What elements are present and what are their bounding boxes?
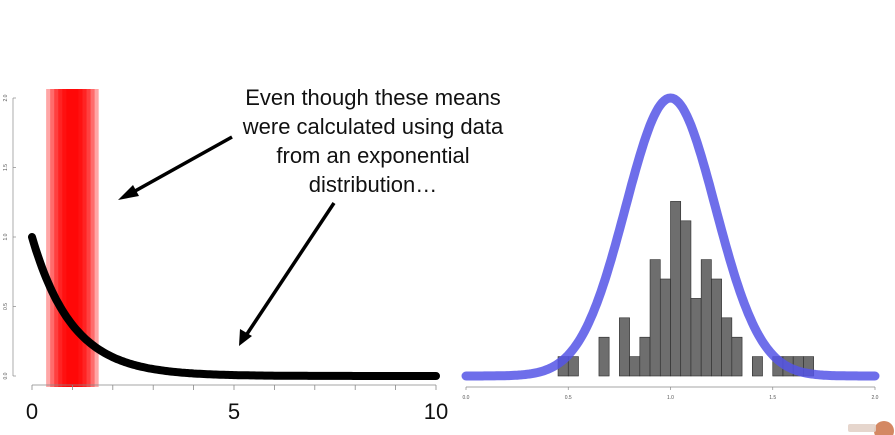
arrow-to-means (125, 135, 233, 198)
caption-line-4: distribution… (308, 172, 438, 197)
arrows (118, 135, 336, 346)
histogram-bar-19 (751, 356, 763, 377)
left-y-tick-label-4: 2.0 (3, 94, 9, 101)
normal-curve (461, 93, 880, 381)
histogram-bar-15 (711, 278, 722, 377)
left-y-tick-label-1: 0.5 (3, 303, 9, 310)
right-x-tick-label-3: 1.5 (769, 395, 776, 401)
arrow-to-means-head (118, 185, 139, 200)
left-x-axis: 0 5 10 (26, 384, 448, 424)
left-x-tick-label-0: 0 (26, 399, 38, 424)
histogram-bar-9 (649, 259, 661, 377)
histogram-bar-12 (680, 220, 692, 377)
left-y-tick-label-0: 0.0 (3, 372, 9, 379)
arrow-to-curve-head (239, 329, 252, 346)
means-histogram-plot: 0.0 0.5 1.0 1.5 2.0 (461, 93, 880, 401)
logo-mark (874, 421, 894, 435)
right-x-axis: 0.0 0.5 1.0 1.5 2.0 (463, 386, 879, 401)
histogram-bar-14 (700, 259, 712, 377)
histogram-bars (557, 201, 814, 377)
histogram-bar-4 (598, 336, 610, 377)
left-y-tick-label-2: 1.0 (3, 233, 9, 240)
left-x-tick-label-2: 10 (424, 399, 448, 424)
histogram-bar-10 (659, 278, 671, 377)
exponential-curve (28, 233, 440, 380)
histogram-bar-6 (619, 317, 630, 377)
left-y-axis: 0.0 0.5 1.0 1.5 2.0 (3, 94, 16, 379)
right-x-tick-label-4: 2.0 (872, 395, 879, 401)
caption-line-2: were calculated using data (242, 114, 504, 139)
histogram-bar-7 (629, 356, 641, 377)
means-highlight-bands (46, 89, 99, 387)
right-x-tick-label-0: 0.0 (463, 395, 470, 401)
left-x-tick-label-1: 5 (228, 399, 240, 424)
histogram-bar-13 (690, 298, 702, 377)
histogram-bar-1 (567, 356, 579, 377)
histogram-bar-16 (721, 317, 733, 377)
exponential-plot: 0.0 0.5 1.0 1.5 2.0 0 5 10 (3, 89, 448, 424)
caption-line-1: Even though these means (245, 85, 501, 110)
arrow-to-curve (243, 202, 336, 338)
histogram-bar-11 (670, 201, 682, 377)
left-y-tick-label-3: 1.5 (3, 164, 9, 171)
caption-line-3: from an exponential (276, 143, 470, 168)
corner-logo (848, 421, 894, 435)
highlight-band-5 (66, 89, 79, 387)
histogram-bar-17 (731, 336, 743, 377)
right-x-tick-label-2: 1.0 (667, 395, 674, 401)
logo-bar (848, 424, 876, 432)
histogram-bar-8 (639, 336, 651, 377)
right-x-tick-label-1: 0.5 (565, 395, 572, 401)
